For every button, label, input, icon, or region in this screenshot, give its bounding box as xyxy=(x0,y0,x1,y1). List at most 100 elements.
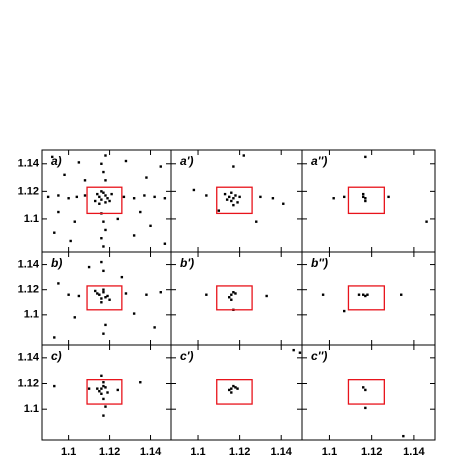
signal-box xyxy=(86,186,123,215)
x-tick-label: 1.1 xyxy=(322,446,337,458)
point xyxy=(104,154,107,157)
point xyxy=(139,381,142,384)
signal-box xyxy=(216,379,253,405)
point xyxy=(51,155,54,159)
point xyxy=(259,195,262,199)
point xyxy=(230,293,233,296)
point xyxy=(271,197,275,200)
point xyxy=(163,197,167,200)
point xyxy=(364,388,367,392)
point xyxy=(159,291,162,294)
point xyxy=(149,224,152,228)
point xyxy=(102,288,105,291)
point xyxy=(145,176,148,179)
point xyxy=(265,294,268,298)
panel-label: c') xyxy=(180,349,194,363)
point xyxy=(362,293,365,296)
point xyxy=(57,210,60,214)
point xyxy=(73,316,76,319)
point xyxy=(98,293,101,296)
point xyxy=(232,165,235,168)
point xyxy=(234,292,237,295)
panel-label: a'') xyxy=(311,154,327,168)
point xyxy=(77,161,81,164)
point xyxy=(96,292,99,295)
point xyxy=(332,197,335,200)
point xyxy=(73,220,76,223)
point xyxy=(106,391,109,394)
point xyxy=(228,388,231,392)
point xyxy=(104,179,107,182)
point xyxy=(87,265,91,269)
point xyxy=(116,388,119,392)
x-tick-label: 1.12 xyxy=(229,446,250,458)
panel-label: b'') xyxy=(311,256,328,270)
x-tick-label: 1.1 xyxy=(61,446,76,458)
panel-label: a') xyxy=(180,154,194,168)
point xyxy=(402,434,405,438)
point xyxy=(57,194,60,197)
panel-label: b) xyxy=(51,256,62,270)
point xyxy=(102,220,105,223)
point xyxy=(425,220,428,223)
y-tick-label: 1.1 xyxy=(24,403,39,415)
point xyxy=(102,170,105,174)
point xyxy=(364,294,367,298)
point xyxy=(104,228,107,232)
point xyxy=(69,239,72,243)
panel-label: a) xyxy=(51,154,62,168)
point xyxy=(100,190,103,193)
point xyxy=(343,309,346,313)
point xyxy=(53,336,56,339)
point xyxy=(57,282,60,285)
point xyxy=(110,192,113,196)
point xyxy=(132,312,136,315)
point xyxy=(232,384,235,388)
point xyxy=(102,332,105,335)
point xyxy=(100,297,103,300)
x-tick-label: 1.12 xyxy=(99,446,120,458)
point xyxy=(234,386,237,389)
x-tick-label: 1.14 xyxy=(270,446,292,458)
y-tick-label: 1.1 xyxy=(24,309,39,321)
point xyxy=(94,199,97,203)
point xyxy=(153,326,156,329)
point xyxy=(362,195,365,199)
point xyxy=(102,381,105,384)
panel-label: c'') xyxy=(311,349,327,363)
point xyxy=(242,154,245,157)
point xyxy=(143,194,146,197)
point xyxy=(100,237,103,240)
point xyxy=(230,199,233,203)
signal-box xyxy=(347,379,385,405)
point xyxy=(238,195,241,199)
point xyxy=(102,269,105,273)
point xyxy=(153,195,156,199)
point xyxy=(124,292,128,295)
point xyxy=(87,387,91,390)
point xyxy=(225,198,229,201)
point xyxy=(53,384,56,388)
point xyxy=(116,217,119,221)
point xyxy=(100,392,103,395)
point xyxy=(255,220,258,223)
point xyxy=(282,202,285,205)
point xyxy=(236,387,239,390)
point xyxy=(364,197,367,200)
point xyxy=(63,173,66,177)
point xyxy=(217,209,221,212)
panel-label: c) xyxy=(51,349,62,363)
point xyxy=(77,294,81,298)
point xyxy=(357,293,361,296)
point xyxy=(230,191,233,194)
point xyxy=(67,293,70,296)
panel-frame xyxy=(301,344,436,441)
point xyxy=(321,293,325,296)
point xyxy=(98,202,101,205)
x-tick-label: 1.1 xyxy=(190,446,205,458)
point xyxy=(205,194,208,197)
point xyxy=(120,275,124,279)
point xyxy=(124,159,128,163)
point xyxy=(104,323,107,327)
